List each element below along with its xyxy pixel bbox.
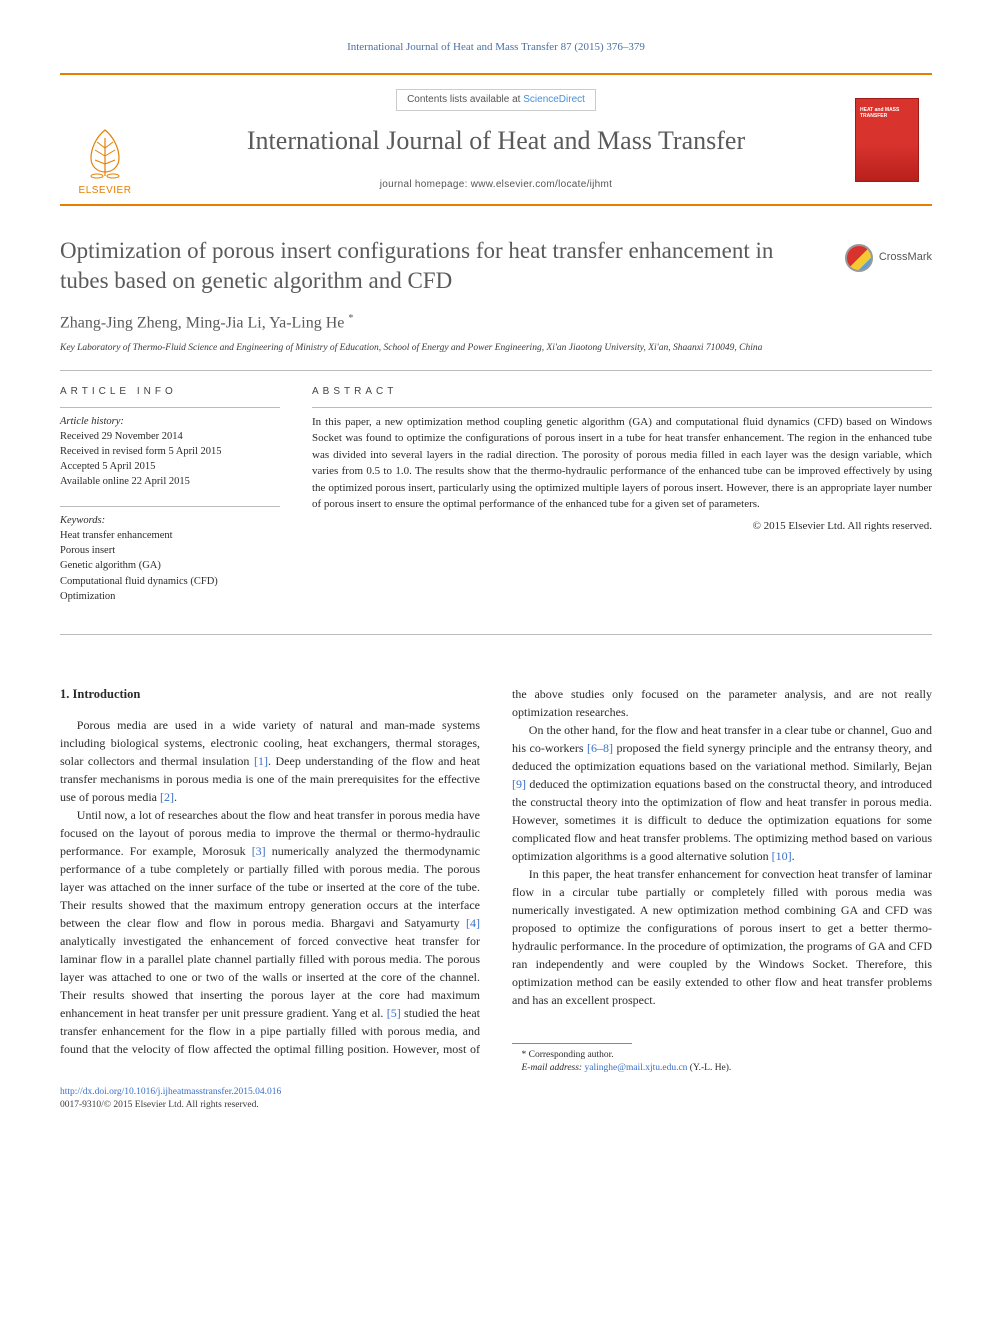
cite-10[interactable]: [10] — [772, 849, 792, 863]
homepage-prefix: journal homepage: — [380, 179, 471, 190]
footnote-separator — [512, 1043, 632, 1044]
abstract-column: ABSTRACT In this paper, a new optimizati… — [312, 385, 932, 620]
body-para: Porous media are used in a wide variety … — [60, 716, 480, 806]
keyword: Heat transfer enhancement — [60, 528, 280, 543]
journal-cover-thumb — [842, 75, 932, 203]
t: enhancement in heat transfer per unit pr… — [60, 1006, 387, 1020]
t: . — [792, 849, 795, 863]
cite-5[interactable]: [5] — [387, 1006, 401, 1020]
body-para: On the other hand, for the flow and heat… — [512, 721, 932, 865]
abstract-text: In this paper, a new optimization method… — [312, 414, 932, 513]
history-heading: Article history: — [60, 414, 280, 429]
corresponding-author-note: * Corresponding author. — [512, 1049, 932, 1062]
homepage-url[interactable]: www.elsevier.com/locate/ijhmt — [471, 179, 613, 190]
t: deduced the optimization equations based… — [512, 777, 932, 863]
publisher-block: ELSEVIER — [60, 75, 150, 203]
issn-copyright: 0017-9310/© 2015 Elsevier Ltd. All right… — [60, 1100, 259, 1110]
keyword: Porous insert — [60, 543, 280, 558]
journal-cover-icon — [855, 98, 919, 182]
affiliation: Key Laboratory of Thermo-Fluid Science a… — [60, 342, 932, 370]
crossmark-badge[interactable]: CrossMark — [845, 244, 932, 272]
crossmark-icon — [845, 244, 873, 272]
crossmark-label: CrossMark — [879, 250, 932, 265]
t: analytically investigated the enhancemen… — [60, 934, 480, 1002]
history-item: Accepted 5 April 2015 — [60, 459, 280, 474]
cite-3[interactable]: [3] — [252, 844, 266, 858]
body-para: In this paper, the heat transfer enhance… — [512, 865, 932, 1009]
banner-center: Contents lists available at ScienceDirec… — [150, 75, 842, 203]
cite-1[interactable]: [1] — [254, 754, 268, 768]
journal-homepage: journal homepage: www.elsevier.com/locat… — [160, 178, 832, 192]
authors-text: Zhang-Jing Zheng, Ming-Jia Li, Ya-Ling H… — [60, 314, 344, 331]
author-list: Zhang-Jing Zheng, Ming-Jia Li, Ya-Ling H… — [60, 312, 932, 335]
t: . — [174, 790, 177, 804]
keywords-heading: Keywords: — [60, 513, 280, 528]
contents-available: Contents lists available at ScienceDirec… — [396, 89, 596, 111]
article-body: 1. Introduction Porous media are used in… — [60, 685, 932, 1076]
corr-marker: * — [348, 313, 353, 324]
rule — [312, 407, 932, 408]
rule — [60, 506, 280, 507]
publisher-name: ELSEVIER — [79, 184, 132, 198]
cite-4[interactable]: [4] — [466, 916, 480, 930]
history-item: Received in revised form 5 April 2015 — [60, 444, 280, 459]
journal-banner: ELSEVIER Contents lists available at Sci… — [60, 73, 932, 205]
section-heading-intro: 1. Introduction — [60, 685, 480, 704]
keyword: Optimization — [60, 589, 280, 604]
article-title: Optimization of porous insert configurat… — [60, 236, 800, 296]
article-info-heading: ARTICLE INFO — [60, 385, 280, 399]
cite-9[interactable]: [9] — [512, 777, 526, 791]
email-label: E-mail address: — [522, 1063, 585, 1073]
page-footer: http://dx.doi.org/10.1016/j.ijheatmasstr… — [60, 1086, 932, 1113]
keywords-block: Keywords: Heat transfer enhancement Poro… — [60, 513, 280, 604]
abstract-heading: ABSTRACT — [312, 385, 932, 399]
cite-6-8[interactable]: [6–8] — [587, 741, 613, 755]
rule — [60, 407, 280, 408]
keyword: Computational fluid dynamics (CFD) — [60, 574, 280, 589]
running-head-citation: International Journal of Heat and Mass T… — [60, 40, 932, 55]
cite-2[interactable]: [2] — [160, 790, 174, 804]
article-history: Article history: Received 29 November 20… — [60, 414, 280, 490]
abstract-copyright: © 2015 Elsevier Ltd. All rights reserved… — [312, 519, 932, 534]
email-link[interactable]: yalinghe@mail.xjtu.edu.cn — [584, 1063, 687, 1073]
doi-link[interactable]: http://dx.doi.org/10.1016/j.ijheatmasstr… — [60, 1087, 281, 1097]
elsevier-tree-icon — [77, 124, 133, 180]
history-item: Received 29 November 2014 — [60, 429, 280, 444]
article-info-column: ARTICLE INFO Article history: Received 2… — [60, 385, 280, 620]
keyword: Genetic algorithm (GA) — [60, 558, 280, 573]
email-line: E-mail address: yalinghe@mail.xjtu.edu.c… — [512, 1062, 932, 1075]
sciencedirect-link[interactable]: ScienceDirect — [523, 94, 585, 105]
footnotes: * Corresponding author. E-mail address: … — [512, 1049, 932, 1076]
email-who: (Y.-L. He). — [687, 1063, 731, 1073]
journal-title: International Journal of Heat and Mass T… — [160, 123, 832, 159]
history-item: Available online 22 April 2015 — [60, 474, 280, 489]
contents-prefix: Contents lists available at — [407, 94, 523, 105]
